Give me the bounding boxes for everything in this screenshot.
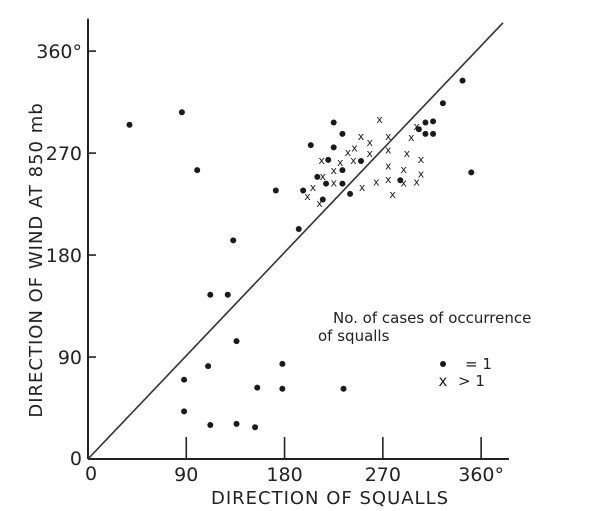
data-point-x: x <box>345 146 352 159</box>
x-axis-title: DIRECTION OF SQUALLS <box>211 488 449 509</box>
legend-title-line1: No. of cases of occurrence <box>333 309 531 327</box>
data-point-dot <box>339 180 346 187</box>
legend-entry-label: > 1 <box>458 372 485 390</box>
data-point-x: x <box>400 177 407 190</box>
data-point-dot <box>422 130 429 137</box>
data-point-dot <box>468 169 475 176</box>
data-point-x: x <box>358 130 365 143</box>
data-point-dot <box>415 126 422 133</box>
data-point-x: x <box>418 167 425 180</box>
data-point-dot <box>230 237 237 244</box>
x-tick-label: 90 <box>174 464 198 486</box>
data-point-dot <box>252 424 259 431</box>
data-point-x: x <box>366 147 373 160</box>
data-point-dot <box>339 130 346 137</box>
data-point-dot <box>314 173 321 180</box>
data-point-dot <box>347 190 354 197</box>
x-tick-label: 360° <box>458 464 504 486</box>
data-point-x: x <box>318 154 325 167</box>
data-point-x: x <box>320 170 327 183</box>
data-point-dot <box>272 187 279 194</box>
data-point-x: x <box>385 130 392 143</box>
data-point-x: x <box>408 131 415 144</box>
data-point-x: x <box>373 175 380 188</box>
y-tick-label: 90 <box>58 347 82 369</box>
data-point-dot <box>205 363 212 370</box>
data-point-dot <box>358 158 364 165</box>
data-point-dot <box>340 385 347 392</box>
data-point-dot <box>307 142 314 149</box>
data-point-dot <box>207 422 214 429</box>
data-point-dot <box>194 167 201 174</box>
data-point-dot <box>330 119 337 126</box>
legend-dot-marker <box>440 361 446 367</box>
data-point-x: x <box>404 147 411 160</box>
data-point-dot <box>430 118 437 125</box>
legend-x-marker: x <box>439 372 448 390</box>
data-point-dot <box>439 100 446 107</box>
data-point-x: x <box>310 181 317 194</box>
y-tick-label: 360° <box>36 41 82 63</box>
data-point-x: x <box>385 144 392 157</box>
data-point-dot <box>325 156 332 163</box>
y-tick-label: 0 <box>70 448 82 470</box>
data-point-dot <box>323 180 330 187</box>
data-point-dot <box>459 77 466 84</box>
data-point-dot <box>295 226 302 233</box>
diagonal-line <box>87 22 504 460</box>
data-point-dot <box>279 385 286 392</box>
data-point-x: x <box>304 190 311 203</box>
data-point-dot <box>300 187 307 194</box>
y-tick-label: 180 <box>46 245 82 267</box>
y-axis-title: DIRECTION OF WIND AT 850 mb <box>26 102 47 417</box>
data-point-x: x <box>385 160 392 173</box>
data-point-x: x <box>413 120 420 133</box>
data-point-dot <box>339 167 346 174</box>
data-point-x: x <box>359 181 366 194</box>
data-point-x: x <box>350 154 357 167</box>
data-point-dot <box>181 376 188 383</box>
data-point-dot <box>126 121 133 128</box>
x-tick-label: 0 <box>85 463 97 485</box>
data-point-dot <box>319 196 326 203</box>
data-point-x: x <box>400 163 407 176</box>
axes: 0 90 180 270 360° 0 90 180 270 360° <box>36 18 509 486</box>
y-tick-label: 270 <box>46 143 82 165</box>
x-tick-label: 270 <box>365 464 401 486</box>
data-point-dot <box>178 109 185 116</box>
legend-entry-label: = 1 <box>465 355 492 373</box>
data-point-x: x <box>376 113 383 126</box>
data-point-x: x <box>330 164 337 177</box>
data-point-dot <box>422 119 429 126</box>
data-point-dot <box>430 130 437 137</box>
data-point-x: x <box>385 173 392 186</box>
data-point-dot <box>181 408 188 415</box>
data-point-dot <box>279 360 286 367</box>
data-point-dot <box>330 144 337 151</box>
data-point-x: x <box>418 153 425 166</box>
data-point-x: x <box>316 197 323 210</box>
data-point-x: x <box>330 177 337 190</box>
data-point-x: x <box>351 141 358 154</box>
legend-title-line2: of squalls <box>318 327 390 345</box>
data-point-x: x <box>337 156 344 169</box>
data-point-dot <box>233 338 240 345</box>
data-point-x: x <box>366 136 373 149</box>
data-point-dot <box>397 177 404 184</box>
data-point-x: x <box>389 188 396 201</box>
data-point-x: x <box>413 175 420 188</box>
data-point-dot <box>233 420 240 427</box>
x-tick-label: 180 <box>266 464 302 486</box>
data-point-dot <box>207 291 214 298</box>
data-point-dot <box>254 384 261 391</box>
data-point-dot <box>224 291 231 298</box>
